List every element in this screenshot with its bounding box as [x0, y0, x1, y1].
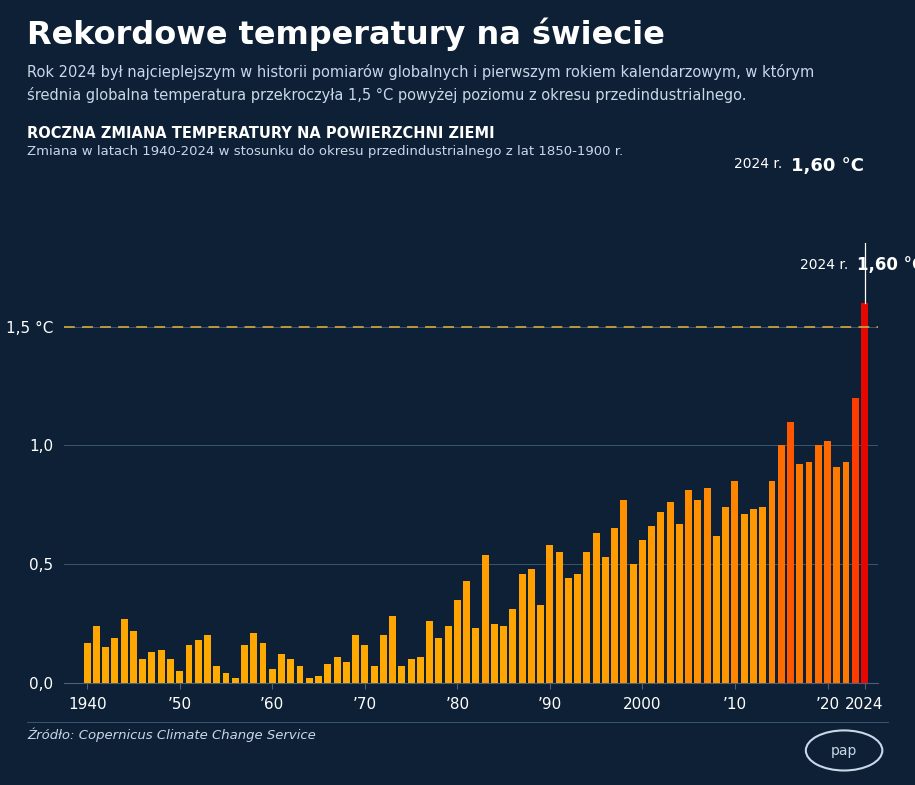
- Bar: [565, 579, 572, 683]
- Text: Źródło: Copernicus Climate Change Service: Źródło: Copernicus Climate Change Servic…: [27, 728, 317, 742]
- Bar: [287, 659, 295, 683]
- Bar: [852, 398, 859, 683]
- Bar: [861, 303, 868, 683]
- Text: 2024 r.: 2024 r.: [800, 257, 857, 272]
- Bar: [472, 628, 479, 683]
- Text: 1,60 °C: 1,60 °C: [791, 157, 865, 175]
- Bar: [112, 637, 118, 683]
- Bar: [630, 564, 637, 683]
- Bar: [824, 440, 831, 683]
- Bar: [398, 666, 405, 683]
- Text: 1,60 °C: 1,60 °C: [857, 256, 915, 274]
- Bar: [787, 422, 794, 683]
- Bar: [426, 621, 433, 683]
- Bar: [130, 630, 137, 683]
- Bar: [445, 626, 452, 683]
- Text: 2024 r.: 2024 r.: [735, 157, 791, 171]
- Bar: [296, 666, 304, 683]
- Bar: [694, 500, 702, 683]
- Text: Zmiana w latach 1940-2024 w stosunku do okresu przedindustrialnego z lat 1850-19: Zmiana w latach 1940-2024 w stosunku do …: [27, 145, 624, 159]
- Bar: [769, 481, 775, 683]
- Bar: [546, 545, 554, 683]
- Text: pap: pap: [831, 744, 857, 758]
- Bar: [685, 491, 692, 683]
- Bar: [778, 445, 785, 683]
- Bar: [593, 533, 599, 683]
- Bar: [334, 657, 340, 683]
- Bar: [213, 666, 221, 683]
- Bar: [269, 669, 275, 683]
- Bar: [555, 553, 563, 683]
- Bar: [759, 507, 766, 683]
- Bar: [620, 500, 628, 683]
- Bar: [343, 662, 350, 683]
- Bar: [648, 526, 655, 683]
- Bar: [490, 623, 498, 683]
- Bar: [805, 462, 813, 683]
- Bar: [121, 619, 128, 683]
- Bar: [463, 581, 470, 683]
- Bar: [222, 674, 230, 683]
- Bar: [731, 481, 738, 683]
- Bar: [713, 535, 720, 683]
- Bar: [481, 555, 489, 683]
- Bar: [148, 652, 156, 683]
- Bar: [658, 512, 664, 683]
- Bar: [750, 509, 757, 683]
- Text: ROCZNA ZMIANA TEMPERATURY NA POWIERZCHNI ZIEMI: ROCZNA ZMIANA TEMPERATURY NA POWIERZCHNI…: [27, 126, 495, 141]
- Bar: [260, 643, 266, 683]
- Bar: [575, 574, 581, 683]
- Bar: [389, 616, 396, 683]
- Bar: [315, 676, 322, 683]
- Bar: [371, 666, 378, 683]
- Bar: [251, 633, 257, 683]
- Bar: [584, 553, 590, 683]
- Bar: [167, 659, 174, 683]
- Bar: [352, 635, 359, 683]
- Bar: [195, 641, 201, 683]
- Text: Rekordowe temperatury na świecie: Rekordowe temperatury na świecie: [27, 17, 665, 51]
- Bar: [417, 657, 424, 683]
- Bar: [741, 514, 748, 683]
- Bar: [722, 507, 729, 683]
- Bar: [639, 540, 646, 683]
- Bar: [611, 528, 619, 683]
- Bar: [93, 626, 100, 683]
- Bar: [380, 635, 387, 683]
- Bar: [510, 609, 516, 683]
- Bar: [186, 645, 192, 683]
- Bar: [231, 678, 239, 683]
- Bar: [324, 664, 331, 683]
- Bar: [602, 557, 608, 683]
- Bar: [537, 604, 544, 683]
- Bar: [454, 600, 461, 683]
- Bar: [667, 502, 673, 683]
- Bar: [407, 659, 414, 683]
- Bar: [528, 569, 535, 683]
- Bar: [814, 445, 822, 683]
- Bar: [796, 465, 803, 683]
- Bar: [102, 648, 109, 683]
- Bar: [676, 524, 683, 683]
- Bar: [241, 645, 248, 683]
- Bar: [306, 678, 313, 683]
- Bar: [361, 645, 368, 683]
- Bar: [278, 655, 285, 683]
- Bar: [501, 626, 507, 683]
- Bar: [704, 488, 711, 683]
- Text: Rok 2024 był najcieplejszym w historii pomiarów globalnych i pierwszym rokiem ka: Rok 2024 był najcieplejszym w historii p…: [27, 64, 814, 103]
- Bar: [177, 671, 183, 683]
- Bar: [436, 637, 442, 683]
- Bar: [204, 635, 211, 683]
- Bar: [83, 643, 91, 683]
- Bar: [519, 574, 525, 683]
- Bar: [843, 462, 849, 683]
- Bar: [139, 659, 146, 683]
- Bar: [157, 650, 165, 683]
- Bar: [834, 467, 840, 683]
